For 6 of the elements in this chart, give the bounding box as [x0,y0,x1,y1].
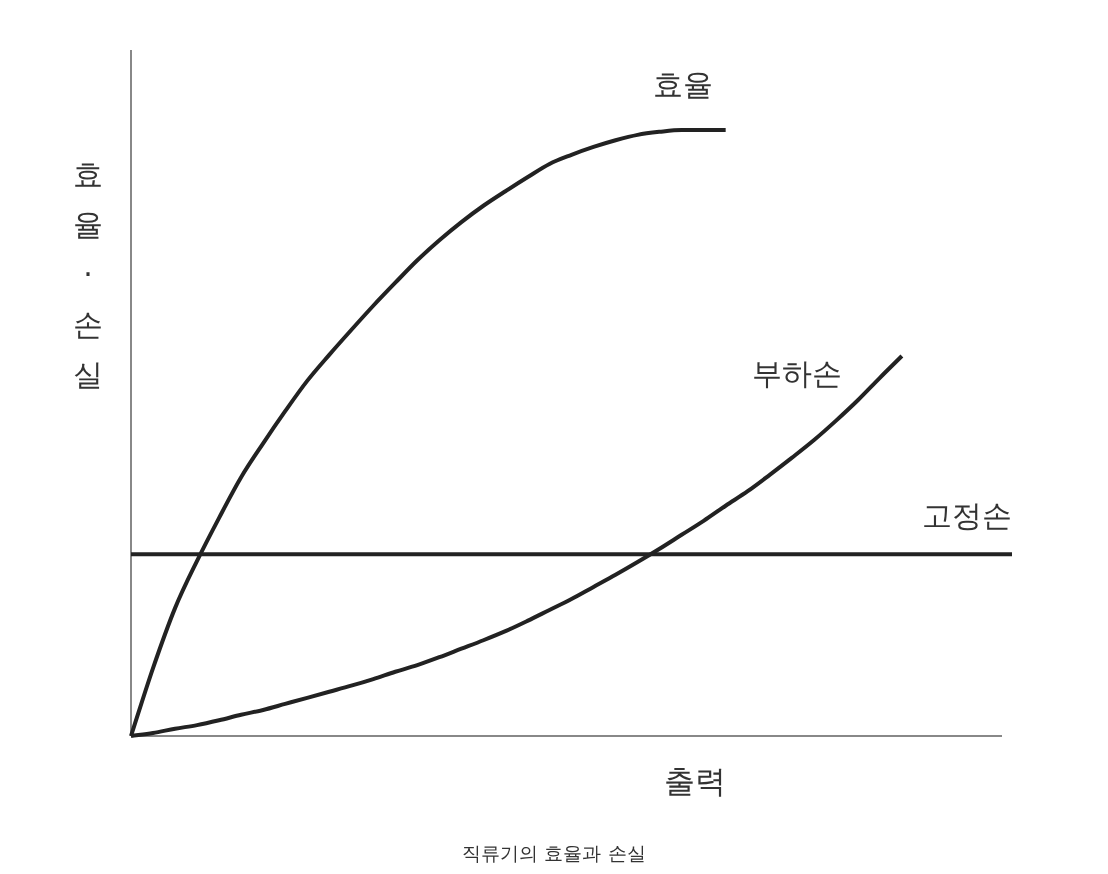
y-axis-title: 효율·손실 [73,157,103,392]
text: 직류기의 효율과 손실 [462,842,646,864]
series-label: 고정손 [922,498,1012,534]
series-label: 부하손 [751,356,842,392]
x-axis-title: 출력 [664,763,726,799]
series-label: 효율 [652,67,713,102]
